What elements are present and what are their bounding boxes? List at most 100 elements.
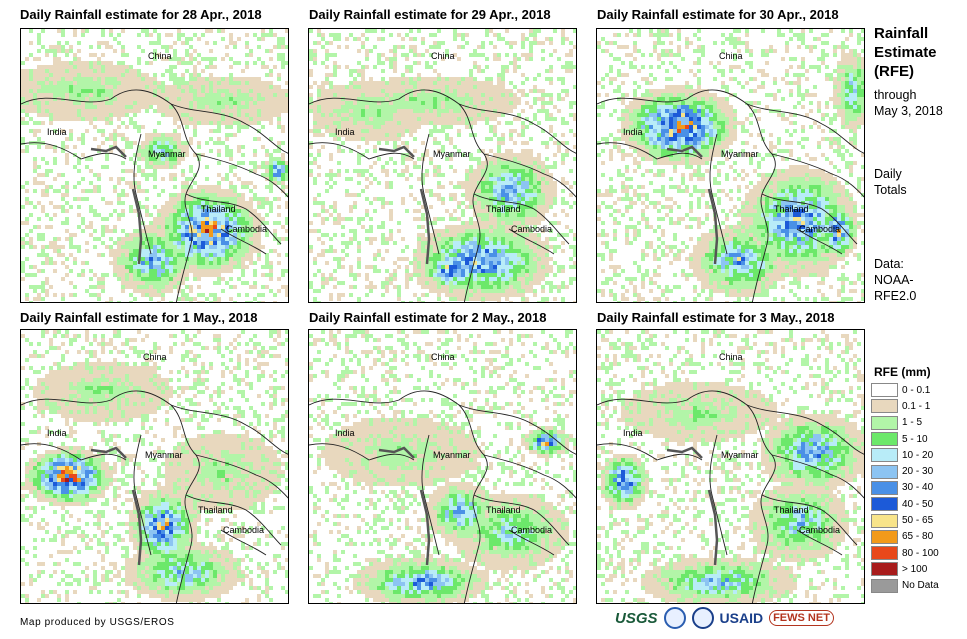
map-layer (21, 29, 288, 302)
legend-item: 50 - 65 (871, 512, 961, 528)
rainfall-map-1-may[interactable]: China India Myanmar Thailand Cambodia (20, 329, 289, 604)
legend-swatch (871, 529, 898, 544)
rainfall-map-3-may[interactable]: China India Myanmar Thailand Cambodia (596, 329, 865, 604)
through-line1: through (874, 88, 917, 102)
legend-item: 5 - 10 (871, 431, 961, 447)
panel-title-6: Daily Rainfall estimate for 3 May., 2018 (597, 310, 835, 325)
panel-title-5: Daily Rainfall estimate for 2 May., 2018 (309, 310, 547, 325)
totals-line1: Daily (874, 167, 902, 181)
legend-label: > 100 (902, 563, 928, 575)
usaid-seal-icon (691, 607, 714, 629)
legend-label: 30 - 40 (902, 482, 934, 494)
data-line3: RFE2.0 (874, 289, 917, 303)
label-thailand: Thailand (486, 204, 521, 214)
usgs-logo[interactable]: USGS (615, 609, 658, 627)
noaa-logo-icon (663, 607, 686, 629)
sidebar-data-source: Data: NOAA- RFE2.0 (874, 256, 916, 304)
legend-label: 20 - 30 (902, 466, 934, 478)
legend-label: 0.1 - 1 (902, 400, 931, 412)
label-cambodia: Cambodia (223, 525, 265, 535)
panel-title-2: Daily Rainfall estimate for 29 Apr., 201… (309, 7, 551, 22)
map-layer (597, 330, 864, 603)
label-myanmar: Myanmar (721, 149, 759, 159)
label-cambodia: Cambodia (511, 224, 553, 234)
sidebar-title-line1: Rainfall (874, 25, 929, 42)
legend-item: 1 - 5 (871, 415, 961, 431)
sidebar-title-line3: (RFE) (874, 63, 914, 80)
legend-swatch (871, 480, 898, 495)
rainfall-map-28-apr[interactable]: China India Myanmar Thailand Cambodia (20, 28, 289, 303)
legend-label: 5 - 10 (902, 433, 928, 445)
label-thailand: Thailand (486, 505, 521, 515)
rainfall-map-2-may[interactable]: China India Myanmar Thailand Cambodia (308, 329, 577, 604)
label-cambodia: Cambodia (799, 525, 841, 535)
label-thailand: Thailand (774, 505, 809, 515)
legend-item: 80 - 100 (871, 545, 961, 561)
label-china: China (431, 352, 455, 362)
legend-item: No Data (871, 578, 961, 594)
legend-label: 80 - 100 (902, 547, 939, 559)
map-layer (21, 330, 288, 603)
legend-item: > 100 (871, 561, 961, 577)
rainfall-map-30-apr[interactable]: China India Myanmar Thailand Cambodia (596, 28, 865, 303)
label-india: India (47, 127, 67, 137)
legend-item: 0.1 - 1 (871, 398, 961, 414)
label-china: China (719, 51, 743, 61)
legend-item: 10 - 20 (871, 447, 961, 463)
label-india: India (335, 428, 355, 438)
label-china: China (719, 352, 743, 362)
label-myanmar: Myanmar (433, 149, 471, 159)
legend-swatch (871, 497, 898, 512)
legend-swatch (871, 513, 898, 528)
panel-title-4: Daily Rainfall estimate for 1 May., 2018 (20, 310, 258, 325)
legend-item: 65 - 80 (871, 529, 961, 545)
legend-label: 65 - 80 (902, 531, 934, 543)
legend-label: 40 - 50 (902, 498, 934, 510)
label-myanmar: Myanmar (721, 450, 759, 460)
label-cambodia: Cambodia (511, 525, 553, 535)
label-china: China (148, 51, 172, 61)
legend-item: 30 - 40 (871, 480, 961, 496)
label-china: China (143, 352, 167, 362)
sidebar-through: through May 3, 2018 (874, 87, 943, 119)
label-myanmar: Myanmar (145, 450, 183, 460)
credit-text: Map produced by USGS/EROS (20, 617, 175, 628)
sidebar-totals: Daily Totals (874, 166, 907, 198)
fews-net-logo[interactable]: FEWS NET (769, 610, 834, 626)
sidebar-title: Rainfall Estimate (RFE) (874, 24, 937, 81)
usaid-logo[interactable]: USAID (719, 610, 764, 626)
legend-swatch (871, 399, 898, 414)
legend-label: 0 - 0.1 (902, 384, 931, 396)
legend-label: 1 - 5 (902, 417, 923, 429)
label-myanmar: Myanmar (148, 149, 186, 159)
legend-swatch (871, 464, 898, 479)
label-india: India (47, 428, 67, 438)
legend-title: RFE (mm) (874, 365, 931, 379)
rainfall-map-29-apr[interactable]: China India Myanmar Thailand Cambodia (308, 28, 577, 303)
totals-line2: Totals (874, 183, 907, 197)
legend-swatch (871, 448, 898, 463)
label-india: India (335, 127, 355, 137)
data-line2: NOAA- (874, 273, 914, 287)
map-layer (309, 330, 576, 603)
label-cambodia: Cambodia (799, 224, 841, 234)
logo-bar: USGS USAID FEWS NET (615, 607, 834, 629)
through-line2: May 3, 2018 (874, 104, 943, 118)
legend-label: No Data (902, 580, 939, 592)
label-thailand: Thailand (198, 505, 233, 515)
panel-title-1: Daily Rainfall estimate for 28 Apr., 201… (20, 7, 262, 22)
label-thailand: Thailand (774, 204, 809, 214)
legend: 0 - 0.1 0.1 - 1 1 - 5 5 - 10 10 - 20 20 - 30 3… (871, 382, 961, 594)
legend-item: 0 - 0.1 (871, 382, 961, 398)
map-layer (309, 29, 576, 302)
legend-label: 10 - 20 (902, 449, 934, 461)
sidebar-title-line2: Estimate (874, 44, 937, 61)
legend-label: 50 - 65 (902, 515, 934, 527)
map-layer (597, 29, 864, 302)
legend-swatch (871, 562, 898, 577)
data-line1: Data: (874, 257, 904, 271)
label-india: India (623, 428, 643, 438)
label-india: India (623, 127, 643, 137)
legend-swatch (871, 546, 898, 561)
legend-swatch (871, 432, 898, 447)
